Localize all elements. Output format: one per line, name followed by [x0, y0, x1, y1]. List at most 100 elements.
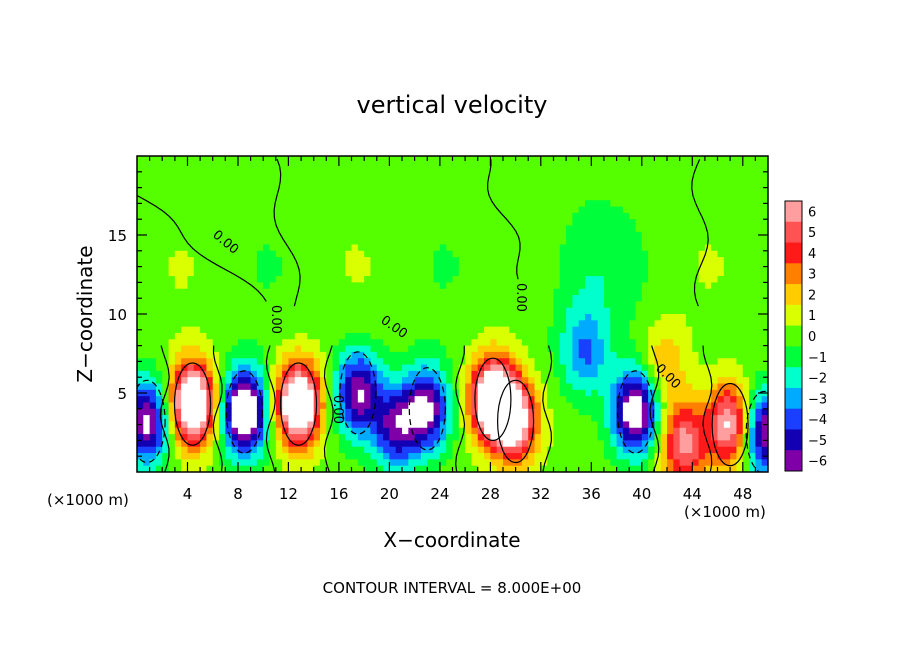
heatmap-cell: [250, 440, 258, 448]
heatmap-cell: [319, 314, 327, 321]
heatmap-cell: [502, 459, 510, 467]
heatmap-cell: [357, 427, 365, 435]
heatmap-cell: [559, 320, 567, 328]
heatmap-cell: [143, 364, 151, 372]
heatmap-cell: [540, 320, 548, 328]
heatmap-cell: [143, 446, 151, 454]
heatmap-cell: [736, 244, 744, 252]
heatmap-cell: [282, 446, 290, 454]
heatmap-cell: [149, 326, 157, 334]
heatmap-cell: [660, 402, 668, 410]
heatmap-cell: [534, 314, 542, 321]
heatmap-cell: [370, 162, 378, 170]
heatmap-cell: [168, 446, 176, 454]
heatmap-cell: [566, 446, 573, 454]
heatmap-cell: [301, 244, 308, 252]
heatmap-cell: [704, 377, 712, 385]
heatmap-cell: [641, 238, 649, 246]
heatmap-cell: [742, 465, 750, 472]
heatmap-cell: [603, 206, 611, 214]
heatmap-cell: [509, 276, 517, 283]
heatmap-cell: [711, 465, 719, 472]
heatmap-cell: [338, 156, 346, 163]
heatmap-cell: [761, 276, 768, 283]
heatmap-cell: [427, 345, 435, 353]
heatmap-cell: [648, 156, 656, 163]
heatmap-cell: [345, 364, 353, 372]
heatmap-cell: [143, 440, 151, 448]
heatmap-cell: [730, 301, 738, 309]
heatmap-cell: [250, 250, 258, 258]
heatmap-cell: [629, 377, 637, 385]
heatmap-cell: [704, 446, 712, 454]
heatmap-cell: [301, 263, 308, 271]
heatmap-cell: [420, 339, 428, 347]
heatmap-cell: [698, 238, 706, 246]
heatmap-cell: [641, 187, 649, 195]
heatmap-cell: [275, 396, 283, 404]
heatmap-cell: [200, 320, 208, 328]
heatmap-cell: [256, 421, 264, 429]
heatmap-cell: [515, 434, 523, 441]
heatmap-cell: [736, 326, 744, 334]
heatmap-cell: [174, 269, 182, 277]
heatmap-cell: [326, 314, 334, 321]
heatmap-cell: [654, 332, 662, 340]
heatmap-cell: [376, 187, 384, 195]
heatmap-cell: [534, 168, 542, 176]
heatmap-cell: [553, 288, 561, 296]
heatmap-cell: [717, 276, 725, 283]
heatmap-cell: [168, 156, 176, 163]
heatmap-cell: [723, 332, 731, 340]
heatmap-cell: [578, 206, 586, 214]
heatmap-cell: [736, 377, 744, 385]
heatmap-cell: [307, 187, 315, 195]
heatmap-cell: [408, 174, 416, 182]
heatmap-cell: [490, 434, 498, 441]
heatmap-cell: [193, 288, 201, 296]
heatmap-cell: [648, 453, 656, 460]
heatmap-cell: [698, 162, 706, 170]
heatmap-cell: [578, 351, 586, 359]
heatmap-cell: [723, 383, 731, 391]
heatmap-cell: [736, 295, 744, 302]
heatmap-cell: [357, 434, 365, 441]
heatmap-cell: [711, 168, 719, 176]
heatmap-cell: [578, 162, 586, 170]
heatmap-cell: [149, 276, 157, 283]
heatmap-cell: [742, 156, 750, 163]
heatmap-cell: [742, 250, 750, 258]
heatmap-cell: [654, 263, 662, 271]
heatmap-cell: [509, 332, 517, 340]
heatmap-cell: [345, 301, 353, 309]
heatmap-cell: [572, 225, 580, 233]
heatmap-cell: [629, 288, 637, 296]
heatmap-cell: [383, 263, 390, 271]
heatmap-cell: [231, 320, 239, 328]
heatmap-cell: [338, 301, 346, 309]
heatmap-cell: [749, 181, 756, 189]
heatmap-cell: [256, 206, 264, 214]
heatmap-cell: [572, 459, 580, 467]
heatmap-cell: [288, 339, 296, 347]
heatmap-cell: [730, 206, 738, 214]
heatmap-cell: [629, 212, 637, 220]
heatmap-cell: [755, 396, 763, 404]
heatmap-cell: [263, 219, 271, 227]
heatmap-cell: [364, 358, 372, 366]
heatmap-cell: [364, 446, 372, 454]
heatmap-cell: [742, 408, 750, 416]
heatmap-cell: [345, 434, 353, 441]
heatmap-cell: [319, 402, 327, 410]
heatmap-cell: [269, 326, 277, 334]
heatmap-cell: [585, 263, 592, 271]
heatmap-cell: [547, 162, 555, 170]
heatmap-cell: [402, 377, 409, 385]
heatmap-cell: [730, 282, 738, 290]
heatmap-cell: [521, 231, 529, 239]
heatmap-cell: [275, 427, 283, 435]
heatmap-cell: [534, 257, 542, 265]
heatmap-cell: [622, 465, 630, 472]
heatmap-cell: [704, 307, 712, 315]
heatmap-cell: [237, 434, 245, 441]
